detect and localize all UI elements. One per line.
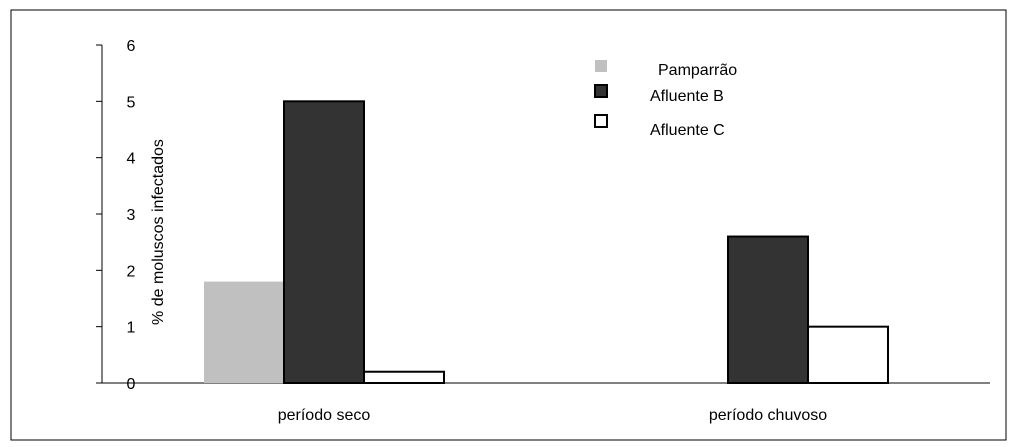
legend-label: Afluente C (650, 122, 725, 139)
legend-swatch (594, 84, 608, 98)
y-tick-label: 3 (127, 207, 136, 224)
bar (204, 281, 284, 383)
y-tick-label: 5 (127, 94, 136, 111)
bar (807, 325, 889, 384)
y-tick-label: 1 (127, 320, 136, 337)
legend-label: Pamparrão (658, 62, 737, 79)
chart-border (10, 9, 1007, 441)
legend-swatch (594, 114, 608, 128)
y-tick-label: 6 (127, 38, 136, 55)
y-tick-label: 2 (127, 263, 136, 280)
x-category-label: período chuvoso (709, 407, 827, 424)
plot-area: 0 1 2 3 4 5 6 período seco período chuvoso (96, 38, 990, 424)
legend-label: Afluente B (650, 88, 724, 105)
y-axis-label: % de moluscos infectados (150, 139, 167, 325)
bar (363, 370, 445, 385)
y-tick-label: 4 (127, 151, 136, 168)
bar (283, 100, 365, 384)
legend-swatch (595, 60, 607, 72)
y-tick-label: 0 (127, 376, 136, 393)
x-category-label: período seco (278, 407, 371, 424)
bar (727, 235, 809, 384)
legend: Pamparrão Afluente B Afluente C (594, 60, 737, 139)
